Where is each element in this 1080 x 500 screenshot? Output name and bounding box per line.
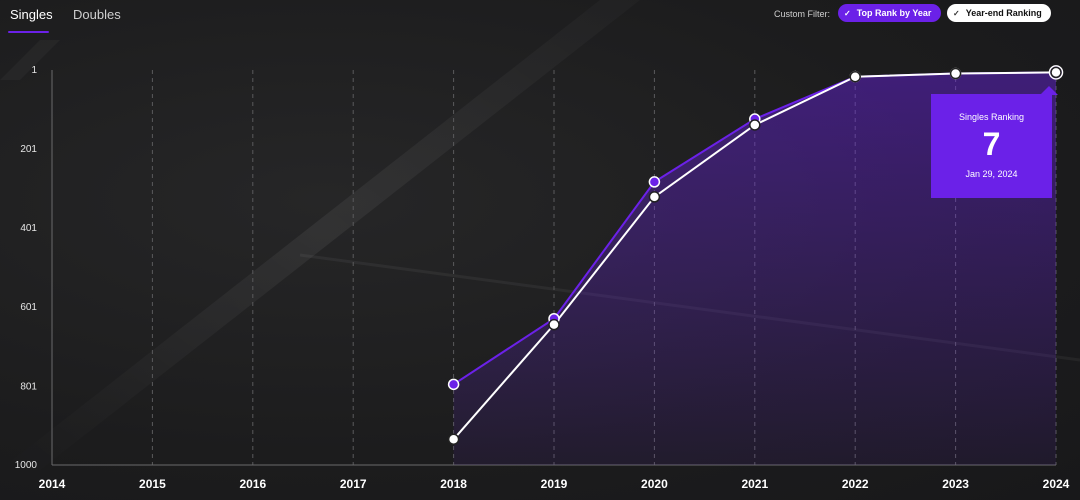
point-year-end-2023[interactable] <box>949 67 962 80</box>
x-tick-label: 2015 <box>139 477 166 491</box>
x-tick-label: 2020 <box>641 477 668 491</box>
x-tick-label: 2023 <box>942 477 969 491</box>
active-tab-indicator <box>8 31 49 33</box>
y-tick-label: 201 <box>20 144 37 155</box>
filter-top-rank-by-year[interactable]: ✓ Top Rank by Year <box>838 4 941 22</box>
x-tick-label: 2022 <box>842 477 869 491</box>
filter-top-rank-label: Top Rank by Year <box>856 8 932 18</box>
filter-year-end-label: Year-end Ranking <box>965 8 1042 18</box>
point-year-end-2019[interactable] <box>548 318 560 331</box>
y-tick-label: 601 <box>20 302 37 313</box>
series-points <box>447 65 1064 446</box>
x-tick-label: 2016 <box>239 477 266 491</box>
x-tick-label: 2024 <box>1043 477 1070 491</box>
point-year-end-2021[interactable] <box>749 119 761 131</box>
y-tick-label: 401 <box>20 223 37 234</box>
tooltip-value: 7 <box>982 126 1001 162</box>
x-tick-label: 2019 <box>541 477 568 491</box>
ranking-tooltip: Singles Ranking 7 Jan 29, 2024 <box>931 94 1052 198</box>
tooltip-title: Singles Ranking <box>958 112 1025 122</box>
tooltip-date: Jan 29, 2024 <box>965 169 1018 179</box>
x-tick-label: 2014 <box>39 477 66 491</box>
point-top-rank-2018[interactable] <box>447 378 460 391</box>
point-top-rank-2020[interactable] <box>648 176 661 188</box>
tab-singles[interactable]: Singles <box>10 7 53 22</box>
point-year-end-2020[interactable] <box>648 191 661 203</box>
check-icon: ✓ <box>953 8 960 18</box>
y-tick-label: 1000 <box>15 460 38 471</box>
point-year-end-2022[interactable] <box>849 70 861 83</box>
point-year-end-2018[interactable] <box>447 433 460 446</box>
check-icon: ✓ <box>844 8 851 18</box>
x-axis-ticks: 2014 2015 2016 2017 2018 2019 2020 2021 2022 2023… <box>39 477 1070 491</box>
tab-doubles[interactable]: Doubles <box>73 7 121 22</box>
x-tick-label: 2021 <box>741 477 768 491</box>
y-axis-ticks: 1 201 401 601 801 1000 <box>15 65 38 471</box>
area-top-rank <box>453 72 1057 465</box>
x-tick-label: 2018 <box>440 477 467 491</box>
y-tick-label: 801 <box>20 381 37 392</box>
x-tick-label: 2017 <box>340 477 367 491</box>
tooltip-pointer <box>1040 86 1058 95</box>
y-tick-label: 1 <box>31 65 37 76</box>
filter-year-end-ranking[interactable]: ✓ Year-end Ranking <box>947 4 1051 22</box>
point-year-end-2024[interactable] <box>1050 66 1062 79</box>
custom-filter-label: Custom Filter: <box>773 9 830 19</box>
series-areas <box>453 72 1057 465</box>
